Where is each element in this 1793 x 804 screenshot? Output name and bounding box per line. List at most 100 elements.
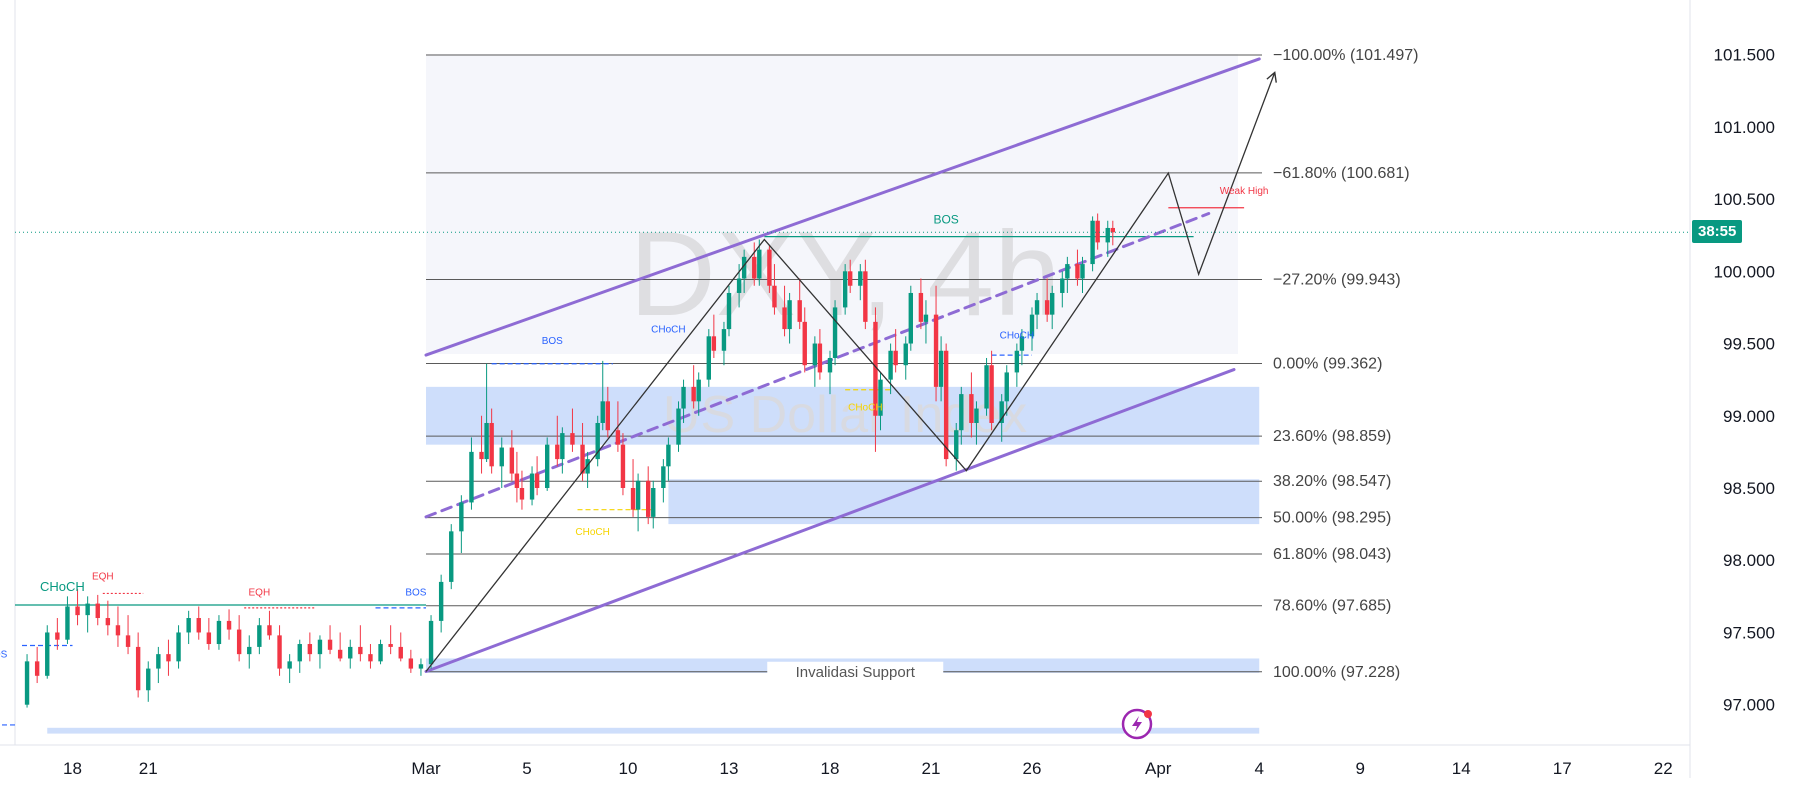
candle-body: [893, 350, 898, 366]
x-tick-label: 22: [1654, 759, 1673, 778]
candle-body: [534, 473, 540, 488]
candle-body: [545, 444, 550, 488]
candle-body: [1110, 227, 1115, 233]
candle-body: [721, 329, 727, 351]
candle-body: [428, 620, 434, 665]
candle-body: [216, 620, 222, 645]
candle-body: [479, 451, 484, 460]
x-tick-label: 4: [1255, 759, 1264, 778]
candle-body: [408, 658, 414, 669]
candle-body: [605, 401, 610, 431]
fib-level-label: −27.20% (99.943): [1273, 272, 1401, 289]
candle-body: [459, 502, 464, 532]
x-tick-label: 5: [522, 759, 531, 778]
candle-body: [858, 271, 863, 286]
candle-body: [842, 271, 848, 308]
channel-lower-line[interactable]: [424, 368, 1236, 673]
x-tick-label: 18: [63, 759, 82, 778]
candle-body: [327, 639, 333, 650]
y-tick-label: 97.500: [1723, 623, 1775, 642]
candle-body: [358, 646, 363, 655]
projection-zigzag[interactable]: [425, 71, 1277, 672]
y-tick-label: 99.500: [1723, 335, 1775, 354]
candle-body: [696, 379, 701, 402]
candle-body: [24, 661, 30, 705]
x-tick-label: 17: [1553, 759, 1572, 778]
candle-body: [529, 473, 535, 500]
fib-level-label: 61.80% (98.043): [1273, 546, 1391, 563]
x-tick-label: Apr: [1145, 759, 1172, 778]
candle-body: [661, 466, 666, 488]
y-tick-label: 97.000: [1723, 696, 1775, 715]
candle-body: [166, 654, 171, 662]
x-tick-label: Mar: [411, 759, 441, 778]
annotation-label: Weak High: [1220, 186, 1269, 197]
candle-body: [176, 632, 181, 662]
x-tick-label: 13: [720, 759, 739, 778]
candle-body: [95, 603, 100, 619]
candle-body: [1060, 278, 1065, 293]
annotation-label: BOS: [0, 650, 8, 661]
channel-upper-line[interactable]: [424, 57, 1261, 357]
candle-body: [620, 444, 626, 488]
fib-level-label: 0.00% (99.362): [1273, 355, 1382, 372]
candle-body: [156, 654, 161, 669]
candle-body: [135, 646, 141, 691]
x-tick-label: 21: [922, 759, 941, 778]
candle-body: [959, 394, 964, 431]
candle-body: [519, 488, 525, 500]
candle-body: [802, 321, 807, 366]
candle-body: [832, 307, 838, 358]
candle-body: [999, 401, 1004, 423]
candle-body: [711, 336, 717, 351]
candle-body: [317, 639, 323, 655]
annotation-label: BOS: [933, 212, 958, 226]
candle-body: [85, 603, 90, 616]
candle-body: [827, 357, 833, 373]
candle-body: [1019, 336, 1025, 351]
candle-body: [954, 430, 959, 460]
candle-body: [923, 314, 929, 322]
candle-body: [969, 394, 974, 423]
candle-body: [974, 408, 979, 423]
candle-body: [903, 343, 908, 366]
fib-level-label: −100.00% (101.497): [1273, 47, 1418, 64]
candle-body: [499, 447, 504, 467]
candle-body: [368, 654, 373, 662]
candle-body: [1065, 264, 1070, 279]
x-tick-label: 14: [1452, 759, 1471, 778]
candle-body: [635, 480, 641, 510]
y-tick-label: 101.500: [1714, 46, 1775, 65]
candle-body: [438, 581, 444, 621]
candle-body: [555, 444, 560, 460]
candle-body: [186, 618, 191, 633]
x-tick-label: 18: [821, 759, 840, 778]
candle-body: [378, 644, 383, 662]
candle-body: [787, 300, 792, 330]
y-tick-label: 100.500: [1714, 190, 1775, 209]
y-tick-label: 100.000: [1714, 262, 1775, 281]
candle-body: [388, 644, 393, 647]
candle-body: [989, 365, 994, 423]
candle-body: [943, 350, 949, 460]
candle-body: [848, 271, 853, 286]
annotation-label: CHoCH: [40, 579, 85, 594]
y-tick-label: 98.000: [1723, 551, 1775, 570]
candle-body: [247, 646, 252, 655]
candle-body: [65, 606, 70, 640]
lightning-icon[interactable]: [1121, 708, 1153, 740]
annotation-label: CHoCH: [575, 527, 609, 538]
candle-body: [45, 632, 50, 676]
support-zone: [47, 727, 1260, 734]
candle-body: [933, 314, 939, 387]
candle-body: [1080, 264, 1085, 279]
candle-body: [469, 451, 474, 503]
annotation-label: CHoCH: [651, 325, 685, 336]
candle-body: [1014, 350, 1020, 373]
support-zone: [668, 479, 1260, 525]
candle-body: [863, 271, 868, 322]
candle-body: [509, 447, 515, 474]
candle-body: [449, 531, 454, 582]
